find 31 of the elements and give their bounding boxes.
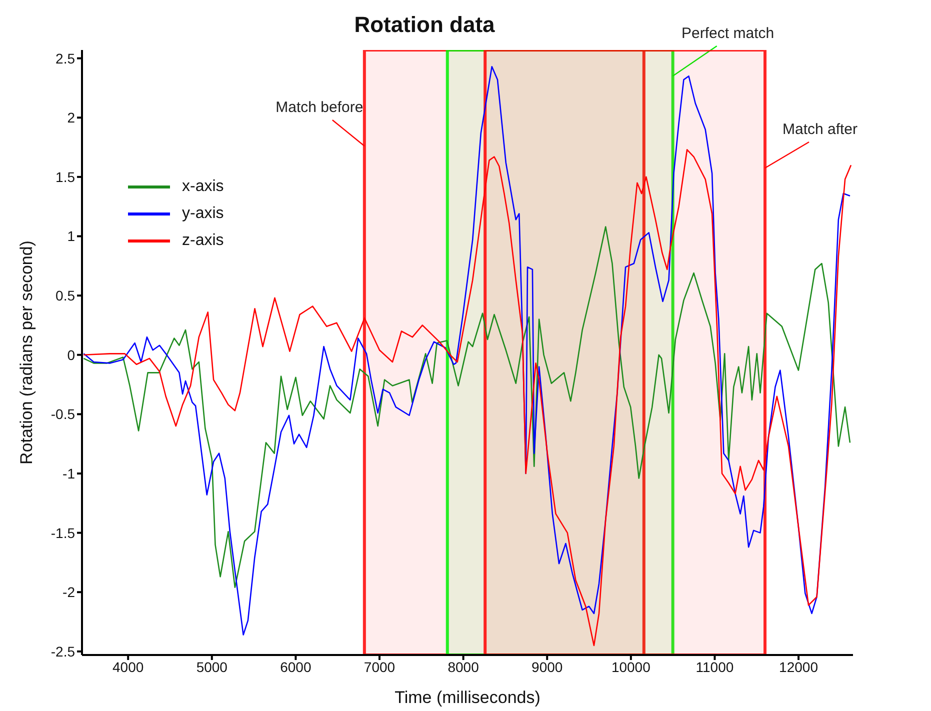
line-series xyxy=(83,148,852,646)
y-tick-label: -2 xyxy=(62,584,76,600)
y-tick-label: 1.5 xyxy=(56,168,76,185)
y-tick-label: -0.5 xyxy=(50,406,76,422)
band-label: Perfect match xyxy=(682,25,774,42)
y-tick-label: 2.5 xyxy=(56,50,76,66)
line-series xyxy=(83,226,851,588)
y-tick-label: 0.5 xyxy=(56,288,76,304)
y-tick-label: 1 xyxy=(67,228,76,244)
x-tick-label: 12000 xyxy=(779,658,818,675)
chart-title: Rotation data xyxy=(354,12,495,37)
y-tick-label: -1 xyxy=(62,465,76,482)
x-tick-label: 11000 xyxy=(696,658,734,675)
x-tick-label: 9000 xyxy=(532,658,563,675)
legend-label: y-axis xyxy=(182,204,224,222)
band-label: Match after xyxy=(782,121,858,138)
legend-label: z-axis xyxy=(182,232,224,250)
x-tick-label: 6000 xyxy=(280,658,312,675)
x-axis-title: Time (milliseconds) xyxy=(394,688,540,707)
x-tick-label: 10000 xyxy=(611,658,651,675)
x-tick-label: 4000 xyxy=(112,658,144,675)
y-tick-label: 2 xyxy=(67,110,76,126)
x-tick-label: 8000 xyxy=(448,658,480,675)
y-tick-label: 0 xyxy=(67,346,76,363)
x-tick-label: 5000 xyxy=(196,658,228,675)
y-tick-label: -2.5 xyxy=(50,643,76,660)
band-label: Match before xyxy=(276,99,364,116)
y-axis-title: Rotation (radians per second) xyxy=(17,240,36,464)
x-tick-label: 7000 xyxy=(364,658,396,675)
y-tick-label: -1.5 xyxy=(50,524,76,541)
legend-label: x-axis xyxy=(182,178,224,196)
